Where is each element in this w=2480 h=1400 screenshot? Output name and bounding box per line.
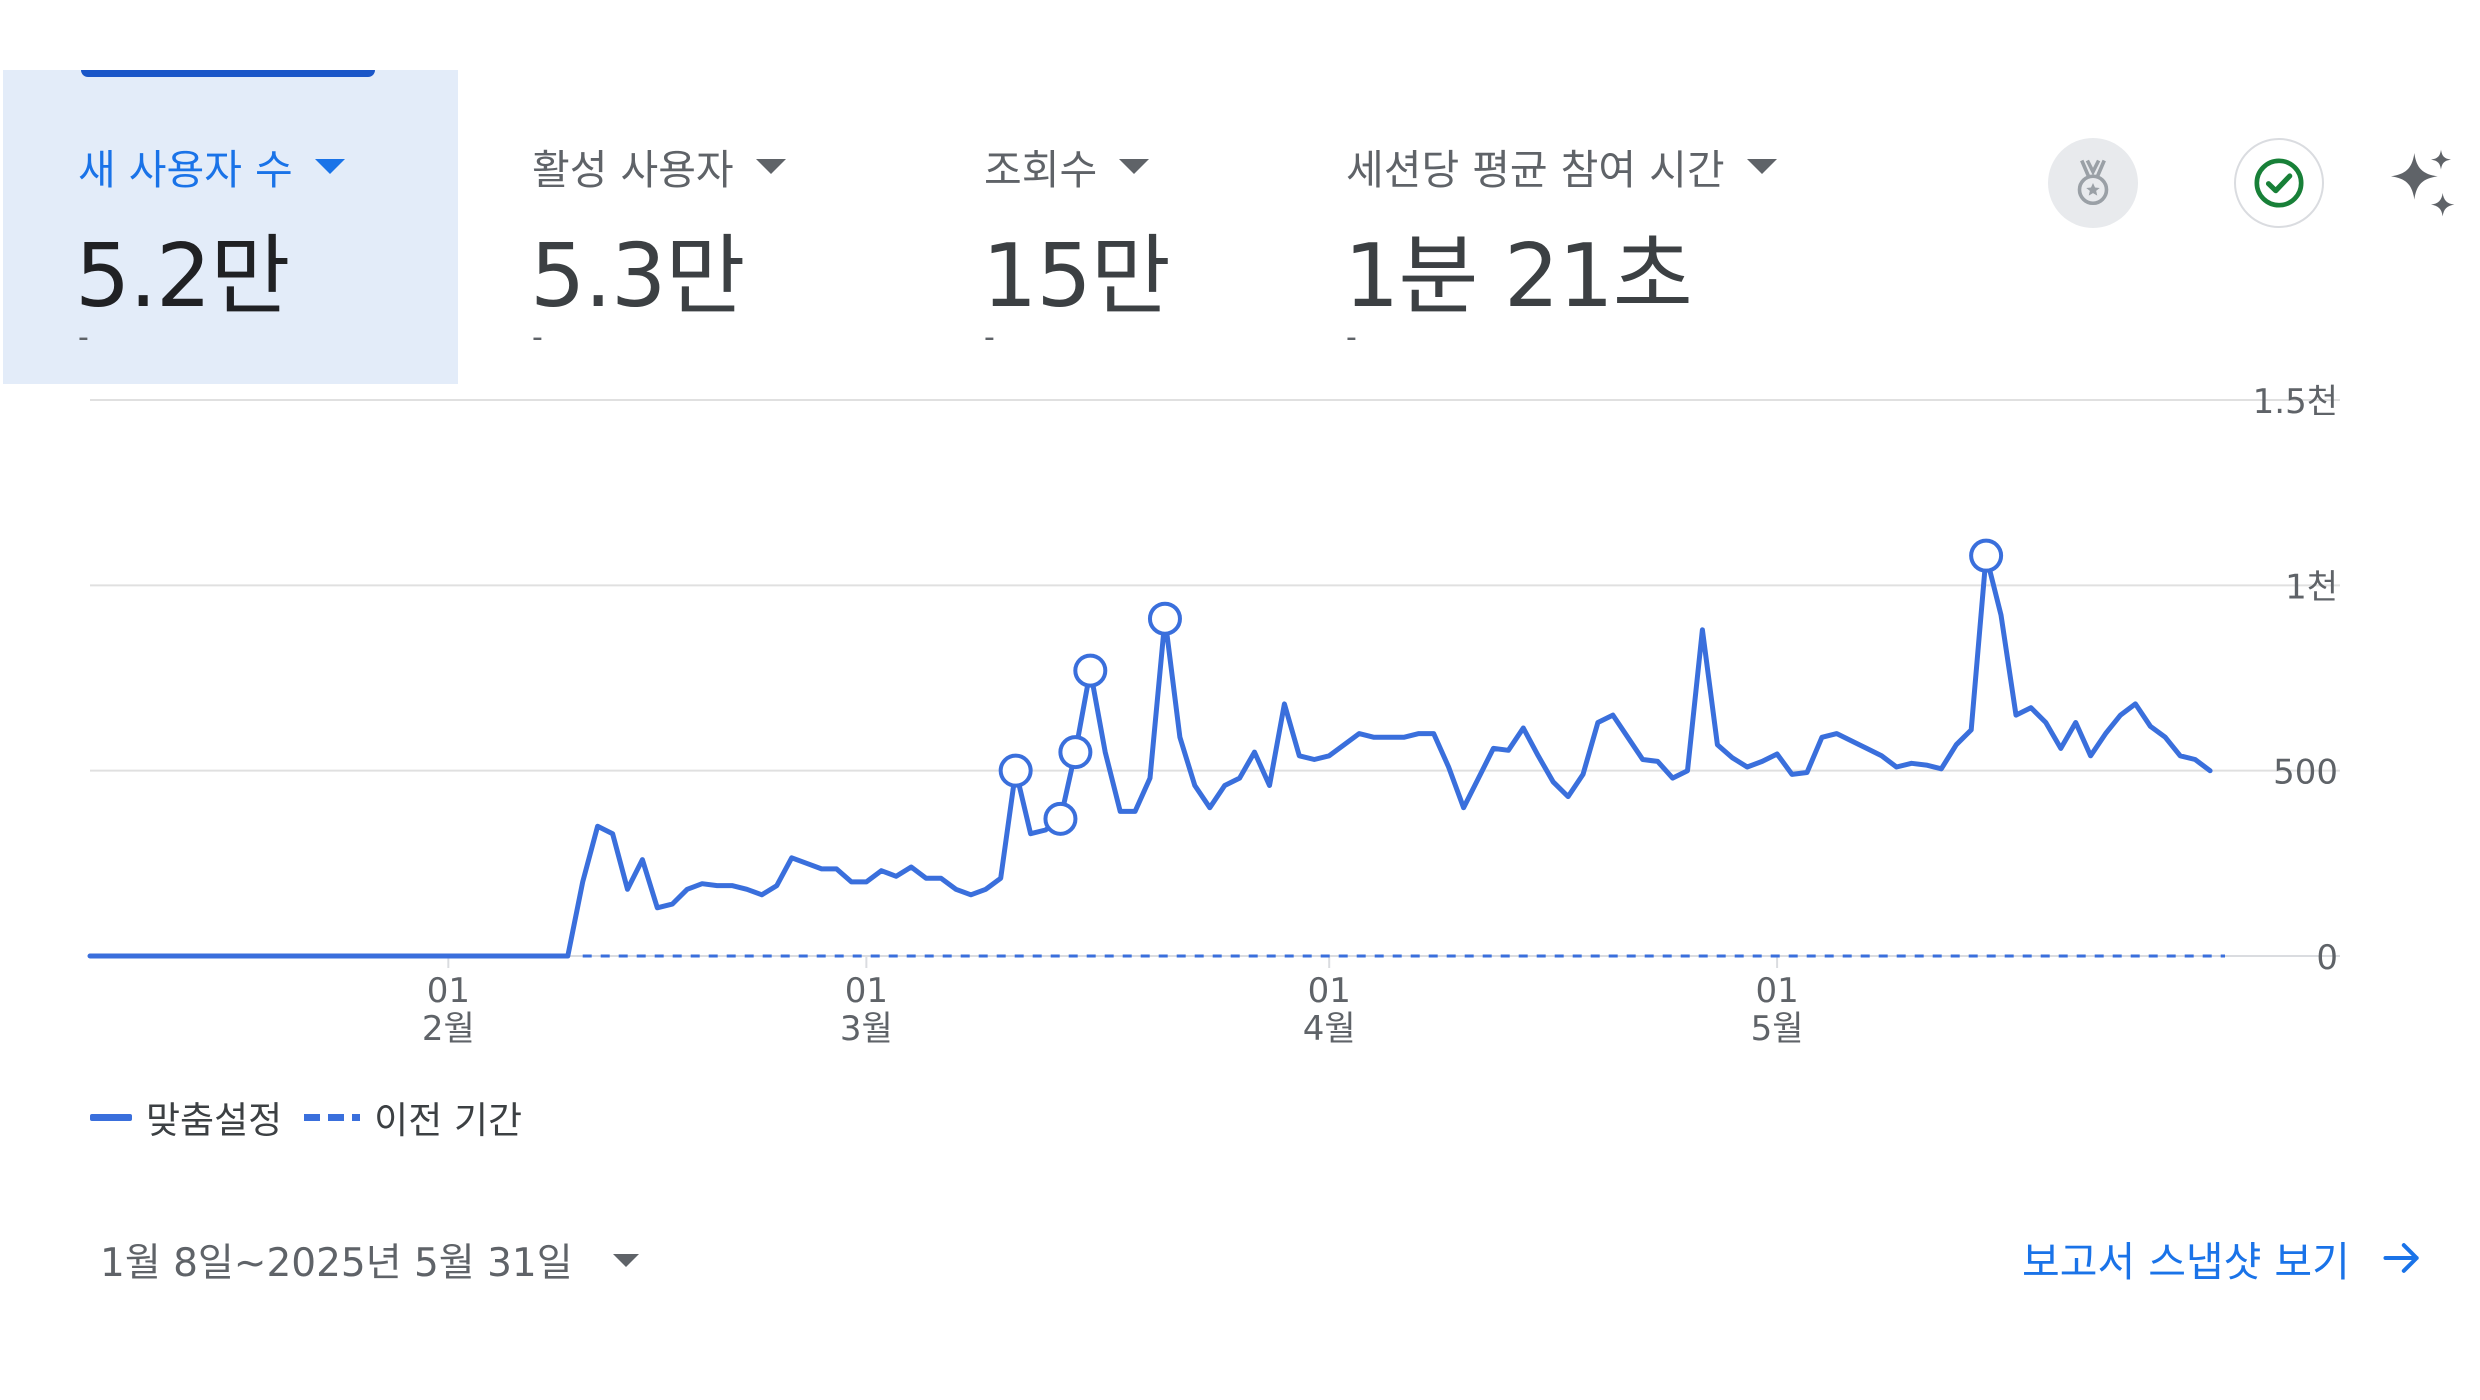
metric-value: 5.3만 — [530, 225, 745, 327]
anomaly-marker[interactable] — [1043, 801, 1078, 836]
metric-label-text: 활성 사용자 — [532, 146, 734, 194]
metric-label-text: 세션당 평균 참여 시간 — [1346, 146, 1725, 194]
legend-swatch-current — [90, 1113, 132, 1121]
anomaly-marker[interactable] — [998, 753, 1033, 788]
x-tick-month: 5월 — [1751, 1009, 1804, 1049]
metric-change: - — [984, 320, 995, 355]
x-tick-day: 01 — [1755, 971, 1798, 1011]
metric-card-new-users[interactable]: 새 사용자 수 5.2만 - — [3, 70, 458, 384]
metric-change: - — [1346, 320, 1357, 355]
series-line-current — [87, 553, 2213, 959]
dropdown-caret-icon — [1119, 158, 1150, 174]
medal-icon[interactable] — [2048, 138, 2138, 228]
anomaly-marker[interactable] — [1073, 653, 1108, 688]
chart-legend: 맞춤설정 이전 기간 — [90, 1090, 522, 1144]
metric-value: 1분 21초 — [1344, 225, 1693, 327]
view-report-snapshot-link[interactable]: 보고서 스냅샷 보기 — [2022, 1228, 2424, 1288]
check-circle-icon[interactable] — [2234, 138, 2324, 228]
anomaly-marker[interactable] — [1058, 735, 1093, 770]
metric-value: 5.2만 — [75, 225, 290, 327]
dropdown-caret-icon — [755, 158, 786, 174]
metric-change: - — [532, 320, 543, 355]
dropdown-caret-icon — [314, 158, 345, 174]
anomaly-marker[interactable] — [1969, 538, 2004, 573]
y-tick-label: 1천 — [2285, 567, 2338, 607]
legend-label-current: 맞춤설정 — [146, 1099, 283, 1142]
date-range-text: 1월 8일~2025년 5월 31일 — [100, 1241, 573, 1286]
x-tick-day: 01 — [845, 971, 888, 1011]
anomaly-marker[interactable] — [1147, 601, 1182, 636]
sparkle-icon[interactable] — [2374, 136, 2468, 230]
metric-label[interactable]: 새 사용자 수 — [78, 136, 345, 196]
x-tick-day: 01 — [427, 971, 470, 1011]
metric-card-engagement-time[interactable]: 세션당 평균 참여 시간 1분 21초 - — [1274, 70, 1874, 384]
arrow-right-icon — [2383, 1243, 2419, 1273]
metric-label[interactable]: 조회수 — [984, 136, 1150, 196]
chevron-down-icon — [612, 1253, 639, 1267]
metric-label-text: 조회수 — [984, 146, 1098, 194]
date-range-selector[interactable]: 1월 8일~2025년 5월 31일 — [100, 1232, 639, 1288]
x-tick-month: 4월 — [1303, 1009, 1356, 1049]
active-indicator — [81, 70, 375, 77]
metric-card-views[interactable]: 조회수 15만 - — [912, 70, 1332, 384]
metric-label-text: 새 사용자 수 — [78, 146, 293, 194]
y-tick-label: 500 — [2273, 753, 2338, 793]
metric-label[interactable]: 활성 사용자 — [532, 136, 786, 196]
legend-swatch-previous — [304, 1113, 361, 1121]
metric-change: - — [78, 320, 89, 355]
metric-label[interactable]: 세션당 평균 참여 시간 — [1346, 136, 1777, 196]
metric-card-active-users[interactable]: 활성 사용자 5.3만 - — [460, 70, 910, 384]
dropdown-caret-icon — [1746, 158, 1777, 174]
y-tick-label: 0 — [2316, 938, 2338, 978]
x-tick-month: 2월 — [422, 1009, 475, 1049]
x-tick-day: 01 — [1308, 971, 1351, 1011]
metric-value: 15만 — [982, 225, 1171, 327]
snapshot-link-text: 보고서 스냅샷 보기 — [2022, 1238, 2350, 1286]
legend-label-previous: 이전 기간 — [374, 1099, 523, 1142]
x-tick-month: 3월 — [840, 1009, 893, 1049]
y-tick-label: 1.5천 — [2253, 382, 2338, 422]
